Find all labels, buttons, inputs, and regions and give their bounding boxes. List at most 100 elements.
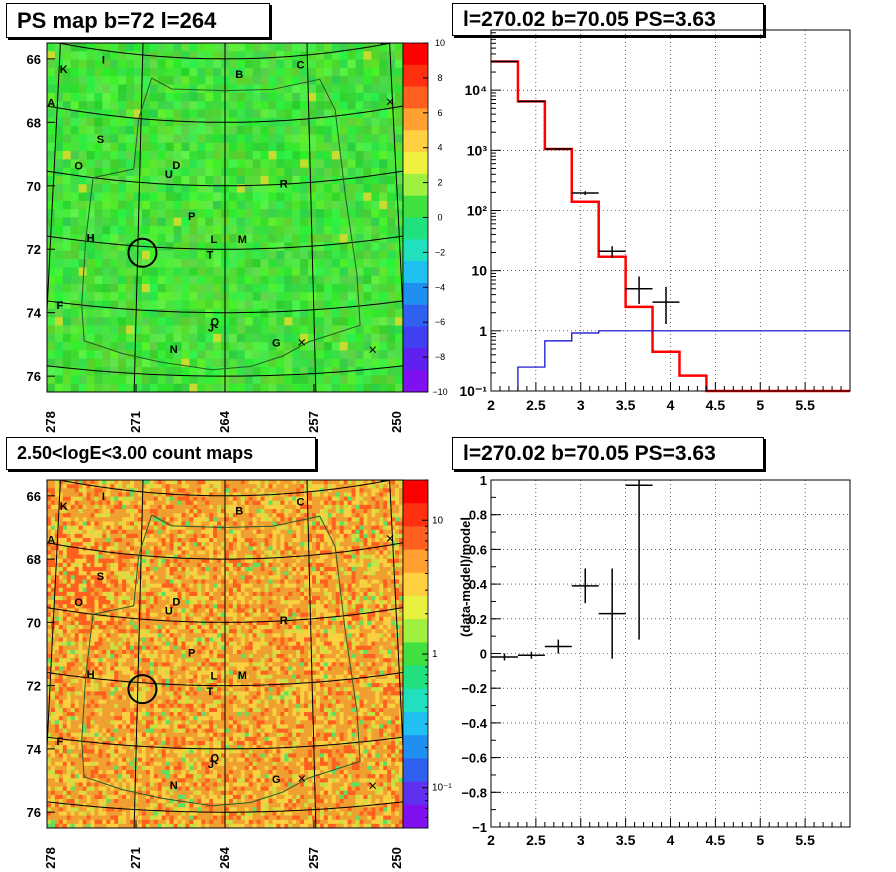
colorbar-tick-label: −6 xyxy=(435,317,445,327)
colorbar-cell xyxy=(403,816,428,829)
map-label: O xyxy=(74,597,83,609)
count-map-title: 2.50<logE<3.00 count maps xyxy=(6,437,316,470)
x-tick-label: 278 xyxy=(43,847,58,869)
map-label: R xyxy=(280,615,288,627)
map-label: P xyxy=(188,648,195,660)
map-label: T xyxy=(207,250,214,262)
map-label: N xyxy=(170,780,178,792)
x-tick-label: 5 xyxy=(756,397,764,413)
y-tick-label: 70 xyxy=(27,179,41,194)
y-tick-label: 76 xyxy=(27,369,41,384)
colorbar-cell xyxy=(403,43,428,55)
colorbar-tick-label: 6 xyxy=(437,108,442,118)
x-tick-label: 3 xyxy=(577,832,585,848)
colorbar-cell xyxy=(403,642,428,655)
x-tick-label: 257 xyxy=(306,411,321,433)
longitude-line xyxy=(306,480,317,828)
colorbar-tick-label: 10⁻¹ xyxy=(432,783,452,794)
colorbar-tick-label: −10 xyxy=(432,387,447,397)
longitude-line xyxy=(47,480,61,758)
map-label: J xyxy=(208,323,214,335)
map-label: M xyxy=(238,234,247,246)
y-tick-label: 66 xyxy=(27,489,41,504)
colorbar-tick-label: 4 xyxy=(437,143,442,153)
colorbar-cell xyxy=(403,326,428,338)
colorbar-cell xyxy=(403,793,428,806)
colorbar-cell xyxy=(403,514,428,527)
colorbar-cell xyxy=(403,152,428,164)
map-label: L xyxy=(210,670,217,682)
map-label: P xyxy=(188,211,195,223)
map-label: T xyxy=(207,686,214,698)
cross-marker xyxy=(298,775,306,782)
colorbar-cell xyxy=(403,723,428,736)
colorbar-cell xyxy=(403,561,428,574)
x-tick-label: 3 xyxy=(577,397,585,413)
residual-y-axis-label: (data-model)/model xyxy=(458,517,473,637)
y-tick-label: −0.8 xyxy=(461,785,487,800)
x-tick-label: 4.5 xyxy=(706,832,726,848)
map-label: E xyxy=(380,472,387,484)
x-tick-label: 2.5 xyxy=(526,832,546,848)
colorbar-cell xyxy=(403,304,428,317)
x-tick-label: 2 xyxy=(487,397,495,413)
y-tick-label: 0.6 xyxy=(469,542,487,557)
colorbar-cell xyxy=(403,746,428,759)
y-tick-label: 10² xyxy=(467,203,488,219)
colorbar-cell xyxy=(403,491,428,504)
y-tick-label: −0.2 xyxy=(461,681,487,696)
background-model-histogram xyxy=(517,330,850,391)
colorbar-cell xyxy=(403,630,428,643)
y-tick-label: 10 xyxy=(471,263,487,279)
cross-marker xyxy=(369,782,377,790)
map-label: U xyxy=(165,606,173,618)
map-label: O xyxy=(74,160,83,172)
map-label: G xyxy=(272,338,281,350)
x-tick-label: 4 xyxy=(667,832,675,848)
cross-marker xyxy=(369,346,377,354)
x-tick-label: 257 xyxy=(306,847,321,869)
colorbar-cell xyxy=(403,64,428,77)
map-label: N xyxy=(170,344,178,356)
map-label: G xyxy=(272,774,281,786)
y-tick-label: 68 xyxy=(27,552,41,567)
colorbar-cell xyxy=(403,480,428,493)
map-label: D xyxy=(172,596,180,608)
colorbar-cell xyxy=(403,572,428,585)
colorbar-cell xyxy=(403,337,428,349)
map-label: B xyxy=(235,506,243,518)
x-tick-label: 2.5 xyxy=(526,397,546,413)
colorbar-cell xyxy=(403,677,428,690)
x-tick-label: 2 xyxy=(487,832,495,848)
colorbar-cell xyxy=(403,348,428,360)
colorbar-cell xyxy=(403,359,428,371)
colorbar-cell xyxy=(403,75,428,88)
x-tick-label: 250 xyxy=(389,847,404,869)
colorbar-cell xyxy=(403,53,428,66)
y-tick-label: 1 xyxy=(480,473,487,488)
x-tick-label: 278 xyxy=(43,411,58,433)
survey-footprint xyxy=(81,514,361,807)
map-label: Q xyxy=(211,753,220,765)
colorbar-cell xyxy=(403,195,428,208)
map-label: E xyxy=(380,35,387,47)
x-tick-label: 264 xyxy=(217,410,232,432)
longitude-line xyxy=(133,43,144,392)
map-label: H xyxy=(87,233,95,245)
colorbar-cell xyxy=(403,770,428,783)
x-tick-label: 264 xyxy=(217,846,232,868)
cross-marker xyxy=(298,338,306,346)
colorbar-cell xyxy=(403,538,428,551)
colorbar-cell xyxy=(403,228,428,240)
map-label: L xyxy=(210,234,217,246)
map-label: B xyxy=(235,69,243,81)
y-tick-label: 74 xyxy=(27,742,42,757)
ps-map-plot: I K A B C E S O DU R P H L M T F QJ N G xyxy=(47,35,403,392)
colorbar-cell xyxy=(403,526,428,539)
colorbar-cell xyxy=(403,688,428,701)
colorbar-cell xyxy=(403,239,428,251)
map-label: J xyxy=(208,759,214,771)
y-tick-label: 10⁴ xyxy=(465,82,488,98)
colorbar-tick-label: −2 xyxy=(435,247,445,257)
colorbar-cell xyxy=(403,250,428,262)
